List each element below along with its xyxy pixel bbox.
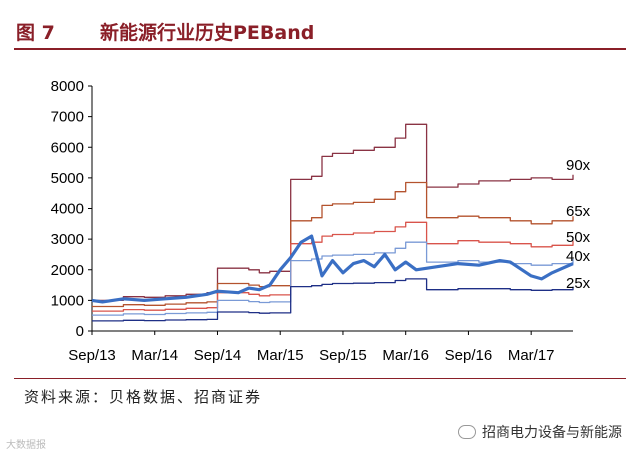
x-tick-label: Mar/16 [382, 347, 429, 364]
band-line-40x [92, 241, 574, 316]
watermark-right: 招商电力设备与新能源 [458, 422, 622, 442]
y-tick-label: 8000 [51, 78, 84, 95]
band-line-25x [92, 278, 574, 322]
y-tick-label: 7000 [51, 109, 84, 126]
y-tick-label: 6000 [51, 139, 84, 156]
peband-chart: 0 1000 2000 3000 4000 5000 6000 7000 8000 Sep/13 M… [51, 78, 591, 364]
band-label-65x: 65x [566, 203, 591, 220]
x-tick-label: Sep/15 [319, 347, 367, 364]
figure-header: 图 7 新能源行业历史PEBand [14, 10, 626, 50]
x-tick-label: Mar/14 [131, 347, 178, 364]
y-tick-label: 3000 [51, 231, 84, 248]
source-divider [14, 378, 626, 379]
x-tick-label: Mar/15 [257, 347, 304, 364]
band-label-90x: 90x [566, 157, 591, 174]
x-tick-label: Sep/14 [194, 347, 242, 364]
source-note: 资料来源：贝格数据、招商证券 [24, 388, 263, 406]
figure-number: 图 7 [16, 22, 55, 44]
y-tick-label: 0 [76, 323, 84, 340]
y-tick-label: 1000 [51, 292, 84, 309]
y-tick-label: 2000 [51, 262, 84, 279]
band-line-50x [92, 221, 574, 312]
band-label-40x: 40x [566, 248, 591, 265]
x-tick-label: Mar/17 [508, 347, 555, 364]
band-line-65x [92, 181, 574, 308]
band-label-50x: 50x [566, 229, 591, 246]
watermark-left: 大数据报 [6, 440, 46, 451]
watermark-right-text: 招商电力设备与新能源 [482, 425, 622, 441]
band-line-90x [92, 123, 574, 302]
figure-title: 新能源行业历史PEBand [100, 22, 315, 44]
y-tick-label: 4000 [51, 201, 84, 218]
wechat-icon [458, 425, 476, 439]
x-tick-label: Sep/16 [445, 347, 493, 364]
y-tick-label: 5000 [51, 170, 84, 187]
band-label-25x: 25x [566, 275, 591, 292]
x-tick-label: Sep/13 [68, 347, 116, 364]
price-line [91, 234, 574, 304]
